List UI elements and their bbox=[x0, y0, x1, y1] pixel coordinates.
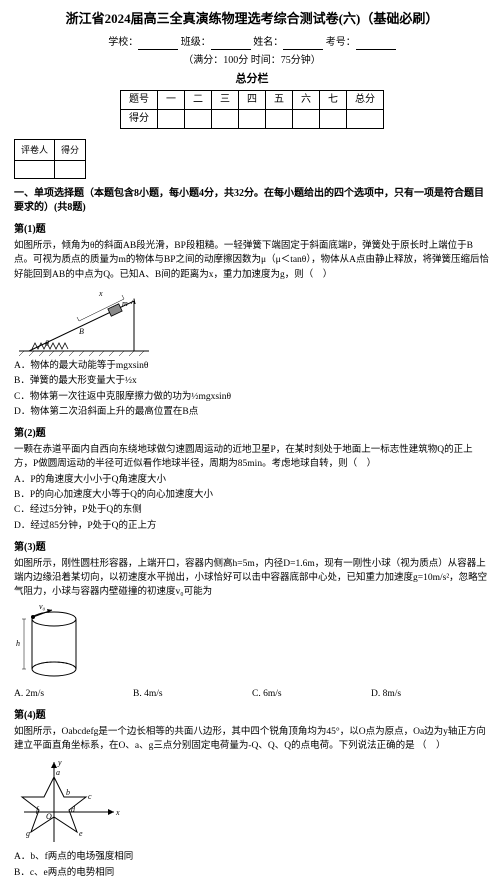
svg-text:x: x bbox=[115, 808, 120, 817]
svg-text:a: a bbox=[56, 768, 60, 777]
cell: 得分 bbox=[121, 109, 158, 128]
section1-head: 一、单项选择题（本题包含8小题，每小题4分，共32分。在每小题给出的四个选项中，… bbox=[14, 187, 490, 215]
svg-text:m: m bbox=[122, 299, 128, 308]
q4-optB: B．c、e两点的电势相同 bbox=[14, 867, 490, 880]
q3-body: 如图所示，刚性圆柱形容器，上端开口，容器内侧高h=5m，内径D=1.6m，现有一… bbox=[14, 557, 490, 600]
cell: 七 bbox=[320, 90, 347, 109]
q3-optD: D. 8m/s bbox=[371, 688, 490, 701]
q1-optD: D．物体第二次沿斜面上升的最高位置在B点 bbox=[14, 406, 490, 419]
svg-text:e: e bbox=[79, 829, 83, 838]
q2-options: A．P的角速度大小小于Q角速度大小 B．P的向心加速度大小等于Q的向心加速度大小… bbox=[14, 474, 490, 533]
cell: 四 bbox=[239, 90, 266, 109]
q4-label: 第(4)题 bbox=[14, 709, 490, 723]
q2-label: 第(2)题 bbox=[14, 427, 490, 441]
q3-figure: v₀ h bbox=[14, 604, 490, 684]
svg-text:h: h bbox=[16, 639, 20, 648]
q3-optB: B. 4m/s bbox=[133, 688, 252, 701]
header-info-line: 学校： 班级： 姓名： 考号： bbox=[14, 36, 490, 50]
name-label: 姓名： bbox=[253, 37, 283, 48]
q1-figure: B θ x m A bbox=[14, 286, 490, 356]
q1-optC: C．物体第一次往返中克服摩擦力做的功为½mgxsinθ bbox=[14, 391, 490, 404]
q2-body: 一颗在赤道平面内自西向东绕地球做匀速圆周运动的近地卫星P，在某时刻处于地面上一标… bbox=[14, 443, 490, 472]
exam-no-blank bbox=[356, 38, 396, 50]
cell bbox=[293, 109, 320, 128]
q4-figure: x y O a b c d e g f bbox=[14, 757, 490, 847]
cell bbox=[266, 109, 293, 128]
svg-text:v₀: v₀ bbox=[39, 604, 46, 611]
q2-optD: D．经过85分钟，P处于Q的正上方 bbox=[14, 520, 490, 533]
q1-body: 如图所示，倾角为θ的斜面AB段光滑，BP段粗糙。一轻弹簧下端固定于斜面底端P，弹… bbox=[14, 239, 490, 282]
q4-optA: A．b、f两点的电场强度相同 bbox=[14, 851, 490, 864]
q2-optB: B．P的向心加速度大小等于Q的向心加速度大小 bbox=[14, 489, 490, 502]
q3-optC: C. 6m/s bbox=[252, 688, 371, 701]
class-label: 班级： bbox=[181, 37, 211, 48]
svg-text:x: x bbox=[98, 289, 103, 298]
school-label: 学校： bbox=[108, 37, 138, 48]
class-blank bbox=[211, 38, 251, 50]
cell: 总分 bbox=[347, 90, 384, 109]
q3-options: A. 2m/s B. 4m/s C. 6m/s D. 8m/s bbox=[14, 688, 490, 701]
svg-text:d: d bbox=[71, 805, 76, 814]
q4-body: 如图所示，Oabcdefg是一个边长相等的共面八边形，其中四个锐角顶角均为45°… bbox=[14, 725, 490, 754]
cell bbox=[320, 109, 347, 128]
marks-time: （满分：100分 时间：75分钟） bbox=[14, 54, 490, 68]
q4-options: A．b、f两点的电场强度相同 B．c、e两点的电势相同 bbox=[14, 851, 490, 880]
svg-text:b: b bbox=[66, 788, 70, 797]
svg-text:A: A bbox=[130, 297, 136, 306]
cell: 六 bbox=[293, 90, 320, 109]
score-cell: 得分 bbox=[55, 139, 86, 161]
q2-optC: C．经过5分钟，P处于Q的东侧 bbox=[14, 504, 490, 517]
cell: 二 bbox=[185, 90, 212, 109]
blank-cell bbox=[55, 161, 86, 179]
blank-cell bbox=[15, 161, 55, 179]
svg-text:y: y bbox=[57, 758, 62, 767]
cell bbox=[212, 109, 239, 128]
svg-text:g: g bbox=[26, 829, 30, 838]
q2-optA: A．P的角速度大小小于Q角速度大小 bbox=[14, 474, 490, 487]
cell bbox=[239, 109, 266, 128]
q1-options: A．物体的最大动能等于mgxsinθ B．弹簧的最大形变量大于½x C．物体第一… bbox=[14, 360, 490, 419]
q3-optA: A. 2m/s bbox=[14, 688, 133, 701]
q3-label: 第(3)题 bbox=[14, 541, 490, 555]
q1-label: 第(1)题 bbox=[14, 223, 490, 237]
grader-table: 评卷人 得分 bbox=[14, 139, 86, 180]
grader-cell: 评卷人 bbox=[15, 139, 55, 161]
school-blank bbox=[138, 38, 178, 50]
doc-title: 浙江省2024届高三全真演练物理选考综合测试卷(六)（基础必刷） bbox=[14, 10, 490, 28]
q1-optA: A．物体的最大动能等于mgxsinθ bbox=[14, 360, 490, 373]
score-row-header: 题号 一 二 三 四 五 六 七 总分 bbox=[121, 90, 384, 109]
score-row-values: 得分 bbox=[121, 109, 384, 128]
cell bbox=[185, 109, 212, 128]
svg-text:c: c bbox=[88, 792, 92, 801]
svg-text:O: O bbox=[46, 812, 52, 821]
score-table: 题号 一 二 三 四 五 六 七 总分 得分 bbox=[120, 90, 384, 129]
name-blank bbox=[283, 38, 323, 50]
cell bbox=[347, 109, 384, 128]
cell: 三 bbox=[212, 90, 239, 109]
cell: 五 bbox=[266, 90, 293, 109]
svg-text:B: B bbox=[79, 327, 84, 336]
score-table-label: 总分栏 bbox=[14, 72, 490, 87]
cell: 题号 bbox=[121, 90, 158, 109]
svg-text:θ: θ bbox=[45, 339, 49, 348]
exam-no-label: 考号： bbox=[326, 37, 356, 48]
cell: 一 bbox=[158, 90, 185, 109]
cell bbox=[158, 109, 185, 128]
svg-text:f: f bbox=[36, 805, 40, 814]
q1-optB: B．弹簧的最大形变量大于½x bbox=[14, 375, 490, 388]
